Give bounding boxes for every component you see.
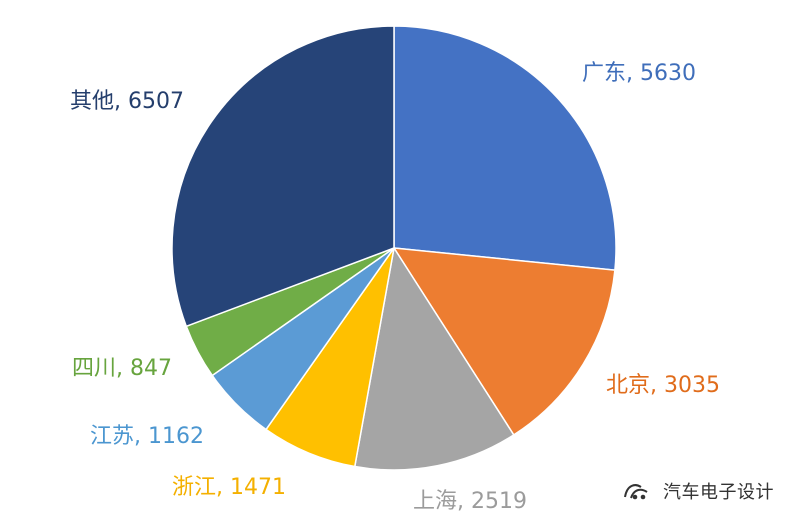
pie-label-6: 其他, 6507: [70, 89, 184, 114]
watermark-text: 汽车电子设计: [663, 482, 774, 503]
pie-label-1: 北京, 3035: [606, 373, 720, 398]
pie-label-4: 江苏, 1162: [90, 424, 204, 449]
wechat-like-icon: [621, 479, 655, 503]
pie-label-0: 广东, 5630: [582, 61, 696, 86]
watermark: 汽车电子设计: [621, 478, 774, 504]
pie-slices: [171, 25, 617, 471]
pie-label-3: 浙江, 1471: [172, 475, 286, 500]
pie-slice-0: [393, 25, 617, 272]
pie-label-2: 上海, 2519: [413, 489, 527, 514]
pie-label-5: 四川, 847: [72, 356, 172, 381]
pie-slice-1: [392, 247, 616, 436]
pie-slice-2: [353, 245, 515, 471]
pie-labels: 广东, 5630 北京, 3035 上海, 2519 浙江, 1471 江苏, 1162…: [70, 61, 720, 514]
pie-slice-6: [171, 25, 395, 328]
